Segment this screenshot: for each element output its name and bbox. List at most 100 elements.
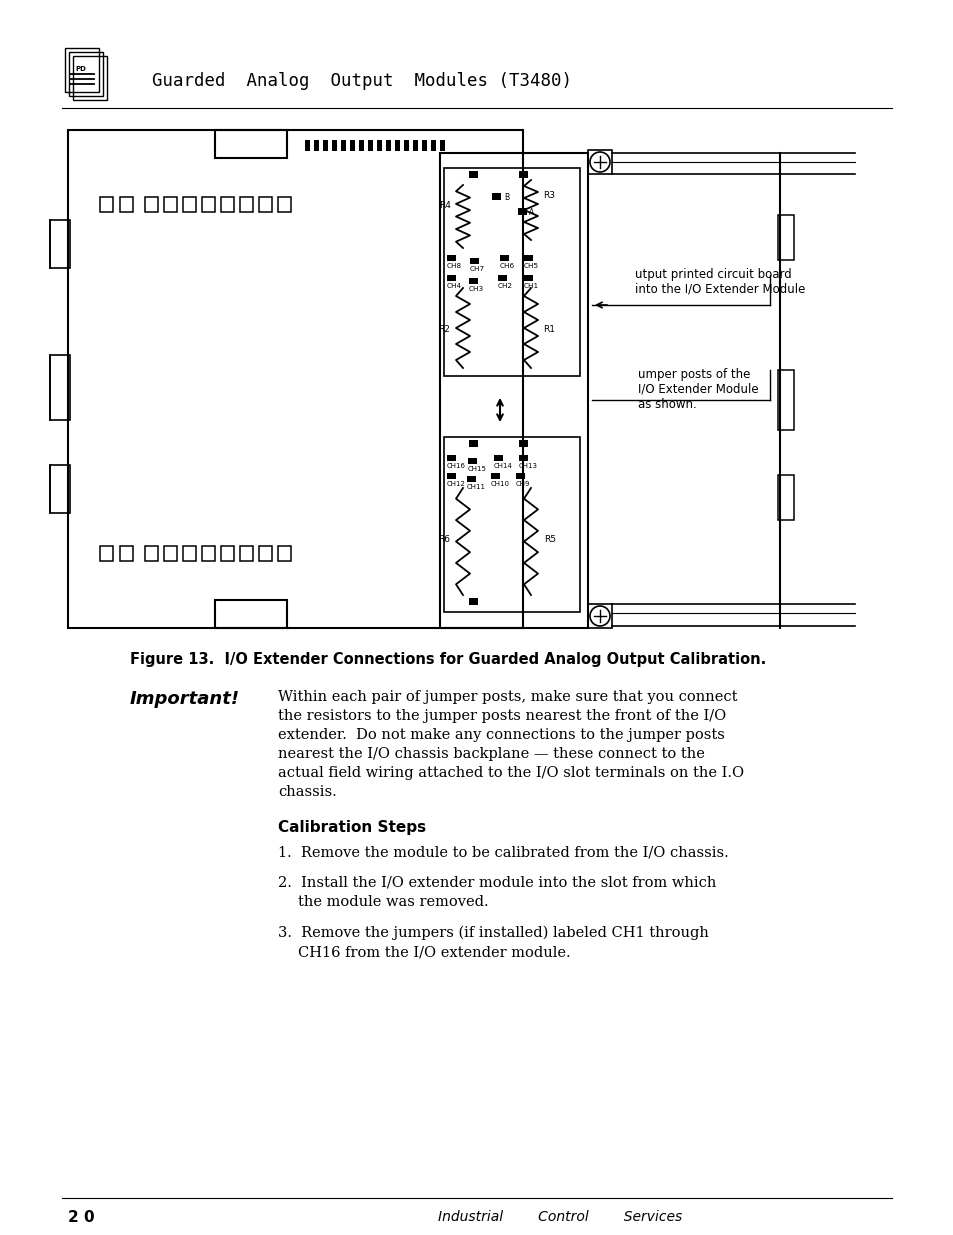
Bar: [386, 140, 391, 151]
Text: CH10: CH10: [491, 480, 510, 487]
Bar: [100, 546, 112, 561]
Bar: [258, 546, 272, 561]
Bar: [202, 198, 214, 212]
Bar: [447, 275, 456, 282]
Text: CH8: CH8: [447, 263, 461, 269]
Bar: [183, 198, 195, 212]
Text: PD: PD: [75, 65, 86, 72]
Bar: [494, 454, 502, 461]
Text: CH14: CH14: [494, 463, 513, 469]
Bar: [120, 546, 132, 561]
Bar: [50, 220, 70, 268]
Text: CH12: CH12: [447, 480, 465, 487]
Bar: [447, 454, 456, 461]
Bar: [443, 437, 579, 613]
Text: the module was removed.: the module was removed.: [297, 895, 488, 909]
Bar: [467, 475, 476, 482]
Text: R4: R4: [438, 200, 451, 210]
Text: CH9: CH9: [516, 480, 530, 487]
Bar: [469, 170, 477, 178]
Bar: [145, 198, 158, 212]
Text: utput printed circuit board: utput printed circuit board: [635, 268, 791, 282]
Text: CH11: CH11: [467, 484, 485, 490]
Text: R3: R3: [542, 190, 555, 200]
Bar: [439, 140, 444, 151]
Bar: [403, 140, 409, 151]
Bar: [258, 198, 272, 212]
Bar: [221, 546, 233, 561]
Text: Within each pair of jumper posts, make sure that you connect: Within each pair of jumper posts, make s…: [277, 690, 737, 704]
Bar: [120, 198, 132, 212]
Text: as shown.: as shown.: [638, 398, 696, 411]
Text: Industrial        Control        Services: Industrial Control Services: [437, 1210, 681, 1224]
Text: nearest the I/O chassis backplane — these connect to the: nearest the I/O chassis backplane — thes…: [277, 747, 704, 761]
Text: Figure 13.  I/O Extender Connections for Guarded Analog Output Calibration.: Figure 13. I/O Extender Connections for …: [130, 652, 765, 667]
Bar: [778, 475, 793, 520]
Bar: [469, 278, 477, 284]
Bar: [516, 473, 524, 479]
Bar: [214, 130, 287, 158]
Bar: [277, 198, 291, 212]
Text: CH5: CH5: [523, 263, 538, 269]
Bar: [145, 546, 158, 561]
Bar: [69, 52, 103, 96]
Bar: [439, 153, 587, 629]
Bar: [340, 140, 346, 151]
Text: CH4: CH4: [447, 283, 461, 289]
Bar: [350, 140, 355, 151]
Bar: [491, 473, 499, 479]
Text: CH2: CH2: [497, 283, 513, 289]
Bar: [778, 370, 793, 430]
Text: CH7: CH7: [470, 266, 485, 272]
Text: R6: R6: [437, 536, 450, 545]
Bar: [100, 198, 112, 212]
Text: the resistors to the jumper posts nearest the front of the I/O: the resistors to the jumper posts neares…: [277, 709, 725, 722]
Bar: [50, 466, 70, 513]
Text: R5: R5: [543, 536, 556, 545]
Text: CH16 from the I/O extender module.: CH16 from the I/O extender module.: [297, 945, 570, 960]
Bar: [499, 254, 509, 261]
Bar: [332, 140, 336, 151]
Bar: [395, 140, 399, 151]
Bar: [469, 598, 477, 605]
Text: CH6: CH6: [499, 263, 515, 269]
Bar: [358, 140, 364, 151]
Text: CH3: CH3: [469, 287, 483, 291]
Bar: [518, 454, 527, 461]
Text: Important!: Important!: [130, 690, 240, 708]
Bar: [277, 546, 291, 561]
Bar: [305, 140, 310, 151]
Bar: [517, 207, 526, 215]
Bar: [447, 473, 456, 479]
Bar: [214, 600, 287, 629]
Text: CH1: CH1: [523, 283, 538, 289]
Text: extender.  Do not make any connections to the jumper posts: extender. Do not make any connections to…: [277, 727, 724, 742]
Bar: [497, 275, 506, 282]
Bar: [518, 440, 527, 447]
Text: CH13: CH13: [518, 463, 537, 469]
Bar: [323, 140, 328, 151]
Bar: [50, 354, 70, 420]
Bar: [468, 458, 476, 464]
Text: 3.  Remove the jumpers (if installed) labeled CH1 through: 3. Remove the jumpers (if installed) lab…: [277, 926, 708, 940]
Bar: [73, 56, 107, 100]
Text: 2 0: 2 0: [68, 1210, 94, 1225]
Text: B: B: [503, 193, 509, 203]
Bar: [240, 198, 253, 212]
Text: A: A: [529, 207, 534, 217]
Bar: [240, 546, 253, 561]
Bar: [202, 546, 214, 561]
Bar: [518, 170, 527, 178]
Bar: [368, 140, 373, 151]
Bar: [376, 140, 381, 151]
Text: CH15: CH15: [468, 466, 486, 472]
Bar: [469, 440, 477, 447]
Text: 1.  Remove the module to be calibrated from the I/O chassis.: 1. Remove the module to be calibrated fr…: [277, 846, 728, 860]
Text: Calibration Steps: Calibration Steps: [277, 820, 426, 835]
Text: 2.  Install the I/O extender module into the slot from which: 2. Install the I/O extender module into …: [277, 876, 716, 890]
Bar: [221, 198, 233, 212]
Bar: [164, 198, 177, 212]
Bar: [587, 604, 612, 629]
Bar: [431, 140, 436, 151]
Bar: [523, 254, 533, 261]
